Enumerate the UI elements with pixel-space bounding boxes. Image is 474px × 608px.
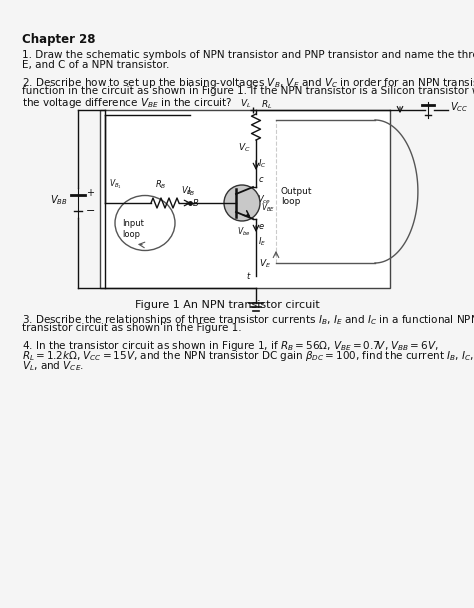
Text: $I_B$: $I_B$ [187,185,195,198]
Text: $V_L$: $V_L$ [240,97,251,110]
Text: $R_L = 1.2k\Omega$, $V_{CC} = 15V$, and the NPN transistor DC gain $\beta_{DC} =: $R_L = 1.2k\Omega$, $V_{CC} = 15V$, and … [22,349,474,363]
Text: 1. Draw the schematic symbols of NPN transistor and PNP transistor and name the : 1. Draw the schematic symbols of NPN tra… [22,50,474,60]
Text: $e$: $e$ [258,222,265,231]
Text: $c$: $c$ [258,175,264,184]
Text: $I_E$: $I_E$ [258,236,266,249]
Text: $V_{ce}$: $V_{ce}$ [257,193,271,206]
Text: $V_{BE}$: $V_{BE}$ [261,201,275,213]
Circle shape [224,185,260,221]
Text: +: + [86,188,94,198]
Text: $I_C$: $I_C$ [258,157,266,170]
Text: Chapter 28: Chapter 28 [22,33,95,46]
Text: $R_L$: $R_L$ [261,98,273,111]
Text: function in the circuit as shown in Figure 1. If the NPN transistor is a Silicon: function in the circuit as shown in Figu… [22,86,474,96]
Text: Output: Output [281,187,312,196]
Text: 4. In the transistor circuit as shown in Figure 1, if $R_B = 56\Omega$, $V_{BE} : 4. In the transistor circuit as shown in… [22,339,439,353]
Text: Input: Input [122,219,144,228]
Text: loop: loop [281,198,301,207]
Text: E, and C of a NPN transistor.: E, and C of a NPN transistor. [22,60,169,70]
Text: $V_E$: $V_E$ [259,258,271,271]
Text: Figure 1 An NPN transistor circuit: Figure 1 An NPN transistor circuit [135,300,320,310]
Text: −: − [86,206,95,216]
Text: 3. Describe the relationships of three transistor currents $I_B$, $I_E$ and $I_C: 3. Describe the relationships of three t… [22,313,474,327]
Text: 2. Describe how to set up the biasing-voltages $V_B$, $V_E$ and $V_C$ in order f: 2. Describe how to set up the biasing-vo… [22,76,474,90]
Text: $V_L$, and $V_{CE}$.: $V_L$, and $V_{CE}$. [22,359,84,373]
Text: $V_{B_1}$: $V_{B_1}$ [109,178,122,191]
Text: transistor circuit as shown in the Figure 1.: transistor circuit as shown in the Figur… [22,323,242,333]
Text: $V_B$: $V_B$ [181,184,192,197]
Bar [100,110,390,288]
Text: loop: loop [122,230,140,239]
Text: $V_C$: $V_C$ [238,142,251,154]
Text: $V_{be}$: $V_{be}$ [237,225,251,238]
Text: $V_{BB}$: $V_{BB}$ [50,193,68,207]
Text: $t$: $t$ [246,270,252,281]
Text: the voltage difference $V_{BE}$ in the circuit?: the voltage difference $V_{BE}$ in the c… [22,96,232,110]
Text: $R_B$: $R_B$ [155,179,166,191]
Text: $B$: $B$ [192,197,199,208]
Text: $V_{CC}$: $V_{CC}$ [450,100,468,114]
